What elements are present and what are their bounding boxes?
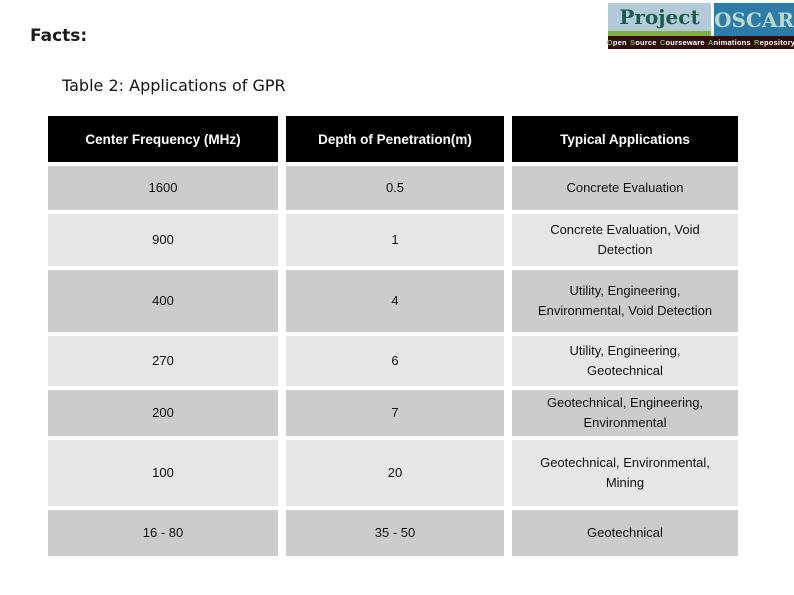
logo-project-text: Project — [619, 5, 700, 29]
cell-center-frequency: 200 — [48, 390, 278, 436]
column-header-depth-of-penetration: Depth of Penetration(m) — [286, 116, 504, 162]
cell-depth-of-penetration: 0.5 — [286, 166, 504, 210]
page-title: Facts: — [30, 26, 88, 46]
cell-typical-applications: Geotechnical, Engineering, Environmental — [512, 390, 738, 436]
logo-tagline: Open Source Courseware Animations Repository — [606, 36, 794, 49]
cell-depth-of-penetration: 1 — [286, 214, 504, 266]
column-header-typical-applications: Typical Applications — [512, 116, 738, 162]
cell-typical-applications: Concrete Evaluation — [512, 166, 738, 210]
logo-tagline-word: Courseware — [659, 38, 705, 47]
table-caption: Table 2: Applications of GPR — [62, 76, 286, 95]
table-header-row: Center Frequency (MHz) Depth of Penetrat… — [48, 116, 738, 162]
table-row: 200 7 Geotechnical, Engineering, Environme… — [48, 390, 738, 436]
logo-tagline-word: Animations — [707, 38, 751, 47]
logo-tagline-word: Open — [606, 38, 627, 47]
logo-top-band: Project OSCAR — [608, 3, 794, 36]
logo-oscar-block: OSCAR — [714, 3, 794, 36]
cell-depth-of-penetration: 6 — [286, 336, 504, 386]
cell-center-frequency: 1600 — [48, 166, 278, 210]
cell-typical-applications: Utility, Engineering, Geotechnical — [512, 336, 738, 386]
logo-tagline-word: Repository — [754, 38, 794, 47]
cell-center-frequency: 16 - 80 — [48, 510, 278, 556]
cell-typical-applications: Concrete Evaluation, Void Detection — [512, 214, 738, 266]
cell-typical-applications: Utility, Engineering, Environmental, Voi… — [512, 270, 738, 332]
table-row: 400 4 Utility, Engineering, Environmental,… — [48, 270, 738, 332]
cell-depth-of-penetration: 35 - 50 — [286, 510, 504, 556]
cell-depth-of-penetration: 4 — [286, 270, 504, 332]
cell-typical-applications: Geotechnical, Environmental, Mining — [512, 440, 738, 506]
cell-center-frequency: 400 — [48, 270, 278, 332]
column-header-center-frequency: Center Frequency (MHz) — [48, 116, 278, 162]
logo-project-block: Project — [608, 3, 712, 36]
table-row: 100 20 Geotechnical, Environmental, Mining — [48, 440, 738, 506]
logo-tagline-word: Source — [629, 38, 657, 47]
cell-center-frequency: 900 — [48, 214, 278, 266]
cell-depth-of-penetration: 7 — [286, 390, 504, 436]
cell-typical-applications: Geotechnical — [512, 510, 738, 556]
table-row: 1600 0.5 Concrete Evaluation — [48, 166, 738, 210]
project-oscar-logo: Project OSCAR Open Source Courseware Animat… — [606, 3, 794, 49]
table-row: 900 1 Concrete Evaluation, Void Detection — [48, 214, 738, 266]
cell-center-frequency: 100 — [48, 440, 278, 506]
logo-oscar-text: OSCAR — [714, 7, 794, 32]
table-row: 16 - 80 35 - 50 Geotechnical — [48, 510, 738, 556]
cell-depth-of-penetration: 20 — [286, 440, 504, 506]
gpr-applications-table: Center Frequency (MHz) Depth of Penetrat… — [40, 112, 746, 560]
cell-center-frequency: 270 — [48, 336, 278, 386]
table-row: 270 6 Utility, Engineering, Geotechnical — [48, 336, 738, 386]
